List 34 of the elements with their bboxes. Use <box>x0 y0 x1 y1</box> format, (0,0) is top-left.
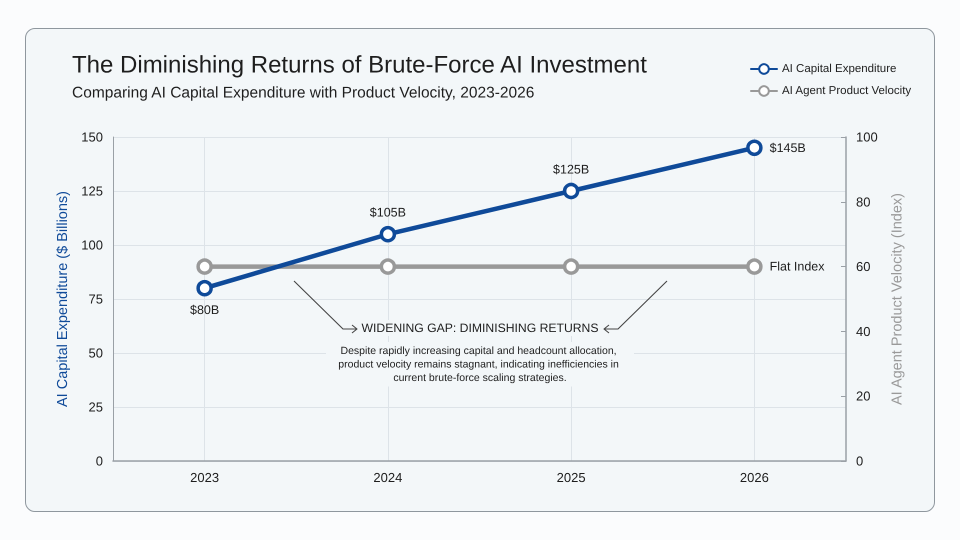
y-tick-label: 50 <box>88 346 103 360</box>
annotation: Despite rapidly increasing capital and headcount allocation, product velocity remains stagnant, indicating inefficiencies in current brute-force scaling strategies. <box>338 344 622 384</box>
y-tick-label: 75 <box>88 292 103 306</box>
y-tick-label: 125 <box>81 184 103 198</box>
y2-tick-label: 80 <box>856 194 870 210</box>
y-tick-label: 0 <box>96 454 103 468</box>
y-axis-title: AI Capital Expenditure ($ Billions) <box>54 191 71 407</box>
y-tick-label: 150 <box>81 130 103 144</box>
annotation: WIDENING GAP: DIMINISHING RETURNS <box>362 321 598 335</box>
y2-tick-label: 40 <box>856 324 870 339</box>
x-tick-label: 2026 <box>740 470 769 485</box>
y2-axis-title: AI Agent Product Velocity (Index) <box>890 193 906 405</box>
point <box>196 280 213 296</box>
x-tick-label: 2025 <box>556 470 586 485</box>
data-label: $105B <box>370 205 406 220</box>
x-tick-label: 2024 <box>373 470 402 485</box>
data-label: $145B <box>770 140 806 155</box>
point <box>562 182 580 200</box>
y-tick-label: 100 <box>81 238 103 252</box>
chart-title: The Diminishing Returns of Brute-Force AI Investment <box>72 52 648 78</box>
y-tick-label: 25 <box>88 400 103 414</box>
data-label: Flat Index <box>770 260 826 274</box>
x-tick-label: 2023 <box>190 470 220 485</box>
point <box>746 140 763 156</box>
y2-tick-label: 60 <box>856 259 870 274</box>
y2-tick-label: 20 <box>856 388 870 404</box>
y2-tick-label: 0 <box>856 454 864 468</box>
data-label: $125B <box>553 162 590 176</box>
legend-label: AI Capital Expenditure <box>782 63 896 75</box>
legend-label: AI Agent Product Velocity <box>782 85 912 97</box>
data-label: $80B <box>190 302 220 317</box>
chart-subtitle: Comparing AI Capital Expenditure with Product Velocity, 2023-2026 <box>72 84 534 102</box>
y2-tick-label: 100 <box>856 130 878 144</box>
point <box>380 226 396 242</box>
